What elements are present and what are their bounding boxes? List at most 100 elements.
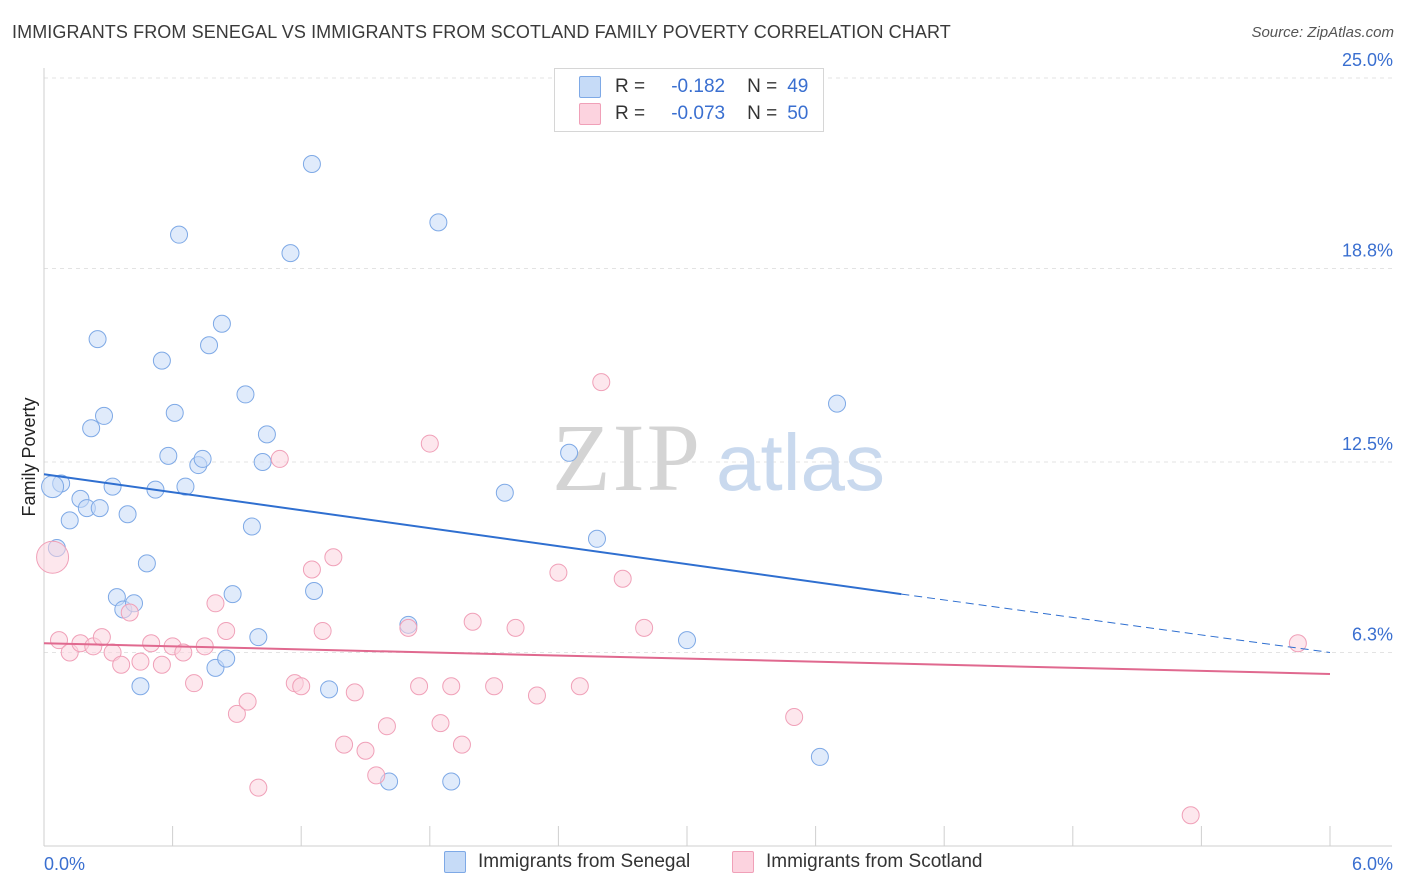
legend-n-label: N = [747, 76, 778, 97]
x-tick-label: 6.0% [1352, 854, 1393, 874]
legend-item-scotland[interactable]: Immigrants from Scotland [732, 851, 982, 873]
legend-swatch-senegal [444, 851, 466, 873]
senegal-point [305, 582, 324, 601]
senegal-trend-extension [901, 593, 1331, 653]
correlation-legend: R = -0.182 N = 49 R = -0.073 N = 50 [554, 68, 824, 132]
senegal-point [82, 419, 101, 438]
scotland-point [549, 563, 568, 582]
gridlines [44, 77, 1392, 653]
scotland-point [152, 655, 171, 674]
scotland-point [324, 548, 343, 567]
senegal-point [236, 385, 255, 404]
axis-labels: 6.3% 12.5% 18.8% 25.0% 0.0% 6.0% Family Povert… [19, 50, 1393, 874]
scotland-point [506, 618, 525, 637]
scotland-point [302, 560, 321, 579]
scotland-point [131, 652, 150, 671]
y-axis-title: Family Poverty [19, 397, 39, 516]
scotland-point [206, 594, 225, 613]
senegal-point [810, 747, 829, 766]
scotland-point [592, 373, 611, 392]
scotland-point [185, 674, 204, 693]
legend-row-senegal: R = -0.182 N = 49 [579, 74, 808, 100]
legend-r-value: -0.073 [671, 103, 726, 124]
series-scotland [36, 373, 1307, 825]
series-legend: Immigrants from Senegal Immigrants from … [0, 851, 1406, 879]
scotland-point [463, 612, 482, 631]
senegal-point [429, 213, 448, 232]
source-label: Source: ZipAtlas.com [1251, 24, 1394, 41]
senegal-point [560, 443, 579, 462]
scotland-point [270, 449, 289, 468]
scotland-point [635, 618, 654, 637]
senegal-point [103, 477, 122, 496]
senegal-point [253, 453, 272, 471]
scotland-point [420, 434, 439, 453]
scotland-point [292, 677, 311, 696]
senegal-point [320, 680, 339, 699]
legend-r-label: R = [615, 103, 646, 124]
scotland-point [613, 569, 632, 588]
x-tick-label: 0.0% [44, 854, 85, 874]
senegal-point [137, 554, 156, 573]
scotland-point [142, 634, 161, 653]
y-tick-label: 18.8% [1342, 240, 1393, 260]
scotland-point [36, 540, 70, 574]
scotland-point [527, 686, 546, 705]
senegal-point [176, 477, 195, 496]
senegal-point [212, 314, 231, 333]
scotland-point [217, 621, 236, 640]
senegal-point [193, 449, 212, 468]
legend-row-scotland: R = -0.073 N = 50 [579, 101, 808, 127]
y-tick-label: 25.0% [1342, 50, 1393, 70]
senegal-point [159, 446, 178, 465]
senegal-point [131, 677, 150, 696]
senegal-point [587, 529, 606, 548]
scotland-point [249, 778, 268, 797]
scotland-point [92, 628, 111, 647]
scotland-point [227, 704, 246, 723]
scotland-point [345, 683, 364, 702]
legend-item-senegal[interactable]: Immigrants from Senegal [444, 851, 690, 873]
scotland-point [1181, 806, 1200, 825]
senegal-point [88, 330, 107, 349]
scotland-point [431, 714, 450, 733]
senegal-trend-line [43, 473, 902, 596]
scotland-point [335, 735, 354, 754]
scotland-point [485, 677, 504, 696]
senegal-point [281, 244, 300, 263]
senegal-point [152, 351, 171, 370]
senegal-point [95, 406, 114, 425]
legend-label-senegal: Immigrants from Senegal [478, 851, 691, 872]
senegal-point [217, 649, 236, 668]
y-tick-label: 12.5% [1342, 434, 1393, 454]
watermark: ZIP atlas [552, 404, 885, 511]
legend-swatch-scotland [732, 851, 754, 873]
senegal-point [302, 155, 321, 174]
scotland-point [570, 677, 589, 696]
legend-label-scotland: Immigrants from Scotland [766, 851, 983, 872]
senegal-point [118, 505, 137, 524]
scotland-point [785, 707, 804, 726]
scotland-point [399, 618, 418, 637]
scotland-point [410, 677, 429, 696]
senegal-point [90, 499, 109, 518]
legend-n-value: 49 [787, 76, 809, 97]
senegal-point [828, 394, 847, 413]
senegal-point [60, 511, 79, 530]
scotland-point [112, 655, 131, 674]
scotland-point [452, 735, 471, 754]
chart-title: IMMIGRANTS FROM SENEGAL VS IMMIGRANTS FR… [12, 22, 951, 42]
legend-n-value: 50 [787, 103, 809, 124]
legend-r-label: R = [615, 76, 646, 97]
senegal-point [257, 425, 276, 444]
senegal-point [249, 628, 268, 647]
scotland-point [356, 741, 375, 760]
senegal-point [678, 631, 696, 650]
scotland-point [442, 677, 461, 696]
scotland-point [174, 643, 193, 662]
y-tick-label: 6.3% [1352, 624, 1393, 644]
watermark-atlas: atlas [716, 418, 885, 507]
scotland-point [313, 621, 332, 640]
legend-r-value: -0.182 [671, 76, 726, 97]
